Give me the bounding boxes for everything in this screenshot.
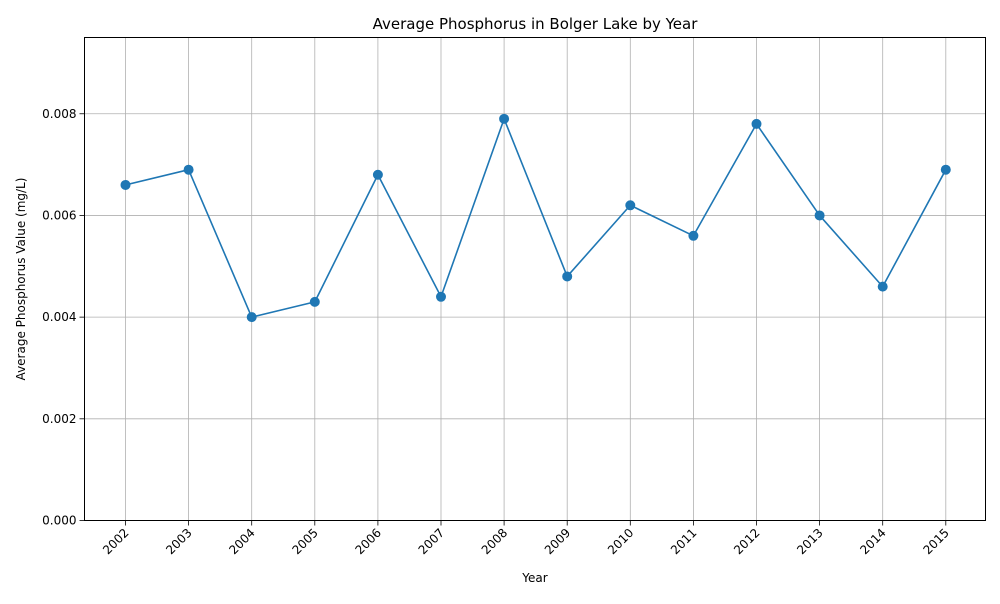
grid (84, 37, 986, 521)
plot-frame (84, 37, 986, 521)
data-point (940, 164, 951, 175)
data-point (625, 200, 636, 211)
data-point (814, 210, 825, 221)
data-point (688, 230, 699, 241)
chart-title: Average Phosphorus in Bolger Lake by Yea… (373, 15, 699, 33)
y-axis: 0.000 0.002 0.004 0.006 0.008 (42, 107, 85, 528)
data-point (183, 164, 194, 175)
data-point (436, 291, 446, 302)
y-tick-label: 0.000 (42, 514, 76, 528)
data-point (877, 281, 888, 292)
data-point (309, 296, 320, 307)
data-point (562, 271, 573, 282)
x-axis-label: Year (521, 571, 547, 585)
data-point (499, 113, 510, 124)
data-point (751, 118, 762, 129)
series-layer (120, 113, 951, 323)
data-point (120, 179, 131, 190)
y-tick-label: 0.004 (42, 310, 76, 324)
y-tick-label: 0.008 (42, 107, 76, 121)
y-tick-label: 0.006 (42, 208, 76, 222)
data-point (246, 312, 257, 323)
data-point (372, 169, 383, 180)
series-line (125, 118, 947, 318)
y-tick-label: 0.002 (42, 412, 76, 426)
y-axis-label: Average Phosphorus Value (mg/L) (14, 178, 28, 381)
